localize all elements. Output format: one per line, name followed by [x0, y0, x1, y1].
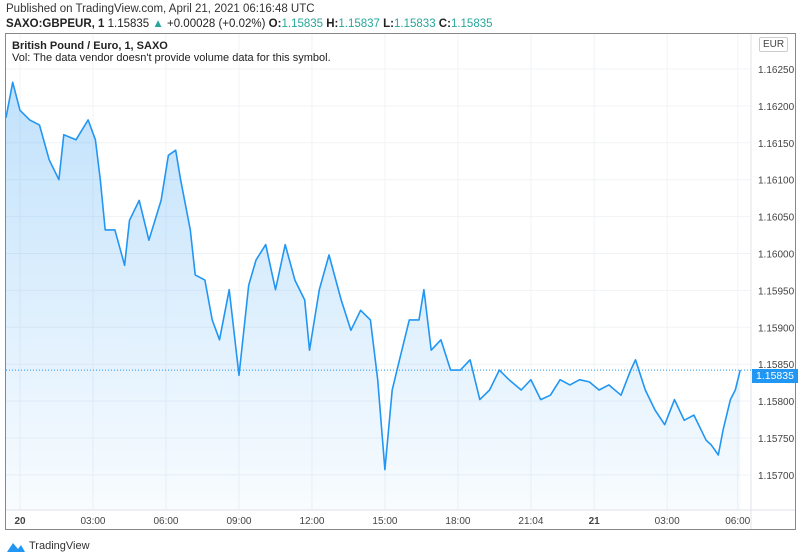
y-tick-label: 1.16150: [758, 139, 795, 150]
y-tick-label: 1.16250: [758, 65, 795, 76]
tradingview-logo-icon: [7, 543, 25, 552]
x-tick-label: 06:00: [725, 516, 750, 527]
high-label: H:: [326, 18, 339, 30]
x-tick-label: 15:00: [372, 516, 397, 527]
x-tick-label: 12:00: [299, 516, 324, 527]
close-label: C:: [438, 18, 451, 30]
high-value: 1.15837: [338, 18, 380, 30]
x-tick-label: 03:00: [655, 516, 680, 527]
close-value: 1.15835: [450, 18, 493, 30]
symbol-bar: SAXO:GBPEUR, 1 1.15835 ▲ +0.00028 (+0.02…: [6, 18, 493, 30]
currency-button[interactable]: EUR: [759, 37, 789, 52]
chart-legend: British Pound / Euro, 1, SAXO Vol: The d…: [12, 40, 331, 64]
volume-note: Vol: The data vendor doesn't provide vol…: [12, 52, 331, 64]
x-tick-label: 21:04: [518, 516, 543, 527]
y-tick-label: 1.16000: [758, 250, 795, 261]
y-tick-label: 1.15900: [758, 323, 795, 334]
y-tick-label: 1.15750: [758, 434, 795, 445]
y-tick-label: 1.15950: [758, 286, 795, 297]
x-tick-label: 03:00: [80, 516, 105, 527]
brand-name: TradingView: [29, 540, 90, 552]
open-value: 1.15835: [281, 18, 324, 30]
legend-title: British Pound / Euro, 1, SAXO: [12, 40, 168, 52]
x-tick-label: 20: [14, 516, 26, 527]
low-value: 1.15833: [394, 18, 436, 30]
price-change: +0.00028 (+0.02%): [167, 18, 266, 30]
open-label: O:: [268, 18, 282, 30]
y-tick-label: 1.15800: [758, 397, 795, 408]
x-tick-label: 06:00: [153, 516, 178, 527]
last-price: 1.15835: [107, 18, 150, 30]
y-tick-label: 1.15700: [758, 471, 795, 482]
published-note: Published on TradingView.com, April 21, …: [6, 3, 315, 15]
x-tick-label: 21: [589, 516, 601, 527]
y-tick-label: 1.16050: [758, 213, 795, 224]
x-tick-label: 18:00: [445, 516, 470, 527]
up-arrow-icon: ▲: [152, 18, 164, 30]
low-label: L:: [383, 18, 395, 30]
y-tick-label: 1.15850: [758, 360, 795, 371]
tradingview-logo[interactable]: TradingView: [6, 539, 90, 553]
x-tick-label: 09:00: [226, 516, 251, 527]
price-area-fill: [6, 82, 741, 511]
symbol-name: SAXO:GBPEUR, 1: [6, 18, 105, 30]
y-tick-label: 1.16200: [758, 102, 795, 113]
last-price-label: 1.15835: [752, 369, 798, 383]
y-tick-label: 1.16100: [758, 176, 795, 187]
chart-frame: [5, 33, 796, 530]
